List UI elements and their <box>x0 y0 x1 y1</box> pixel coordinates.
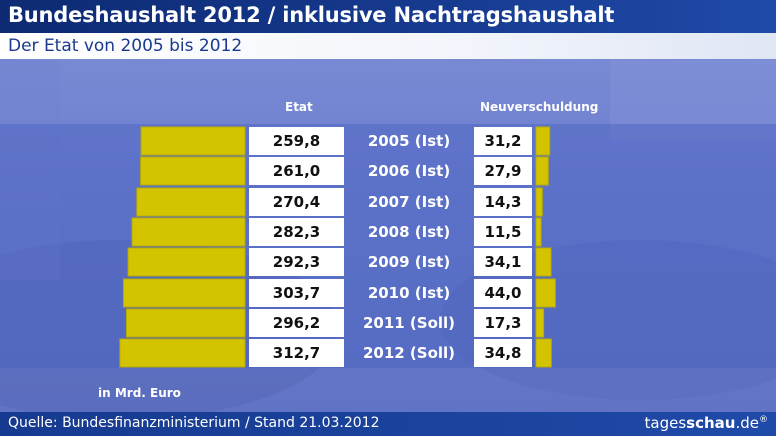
etat-value-label: 261,0 <box>249 157 344 185</box>
etat-value-label: 292,3 <box>249 248 344 276</box>
year-label: 2011 (Soll) <box>362 314 456 332</box>
neuverschuldung-bar <box>535 126 551 156</box>
neuverschuldung-value-label: 31,2 <box>474 127 532 155</box>
etat-bar <box>136 187 246 217</box>
neuverschuldung-bar <box>535 217 542 247</box>
neuverschuldung-value-label: 44,0 <box>474 279 532 307</box>
neuverschuldung-value-label: 34,1 <box>474 248 532 276</box>
year-label: 2012 (Soll) <box>362 344 456 362</box>
year-label: 2007 (Ist) <box>367 193 451 211</box>
chart-subtitle: Der Etat von 2005 bis 2012 <box>8 36 243 56</box>
etat-bar <box>131 217 246 247</box>
footer-bar: Quelle: Bundesfinanzministerium / Stand … <box>0 412 776 436</box>
etat-value-label: 282,3 <box>249 218 344 246</box>
neuverschuldung-value-label: 27,9 <box>474 157 532 185</box>
unit-label: in Mrd. Euro <box>98 386 181 400</box>
etat-value-label: 312,7 <box>249 339 344 367</box>
neuverschuldung-column-header: Neuverschuldung <box>480 100 599 114</box>
etat-bar <box>140 156 246 186</box>
neuverschuldung-value-label: 34,8 <box>474 339 532 367</box>
neuverschuldung-bar <box>535 247 552 277</box>
etat-value-label: 259,8 <box>249 127 344 155</box>
title-bar: Bundeshaushalt 2012 / inklusive Nachtrag… <box>0 0 776 33</box>
neuverschuldung-bar <box>535 278 556 308</box>
neuverschuldung-bar <box>535 156 549 186</box>
etat-value-label: 303,7 <box>249 279 344 307</box>
subtitle-bar: Der Etat von 2005 bis 2012 <box>0 33 776 59</box>
neuverschuldung-bar <box>535 187 543 217</box>
tagesschau-logo: tagesschau.de® <box>644 414 768 432</box>
year-label: 2005 (Ist) <box>367 132 451 150</box>
etat-column-header: Etat <box>285 100 313 114</box>
etat-bar <box>126 308 246 338</box>
neuverschuldung-value-label: 11,5 <box>474 218 532 246</box>
neuverschuldung-bar <box>535 338 552 368</box>
year-label: 2010 (Ist) <box>367 284 451 302</box>
etat-value-label: 296,2 <box>249 309 344 337</box>
etat-bar <box>123 278 246 308</box>
neuverschuldung-bar <box>535 308 545 338</box>
etat-value-label: 270,4 <box>249 188 344 216</box>
chart-title: Bundeshaushalt 2012 / inklusive Nachtrag… <box>8 3 615 27</box>
etat-bar <box>140 126 246 156</box>
etat-bar <box>127 247 246 277</box>
year-label: 2008 (Ist) <box>367 223 451 241</box>
year-label: 2006 (Ist) <box>367 162 451 180</box>
source-text: Quelle: Bundesfinanzministerium / Stand … <box>8 415 380 431</box>
year-label: 2009 (Ist) <box>367 253 451 271</box>
neuverschuldung-value-label: 14,3 <box>474 188 532 216</box>
neuverschuldung-value-label: 17,3 <box>474 309 532 337</box>
etat-bar <box>119 338 246 368</box>
